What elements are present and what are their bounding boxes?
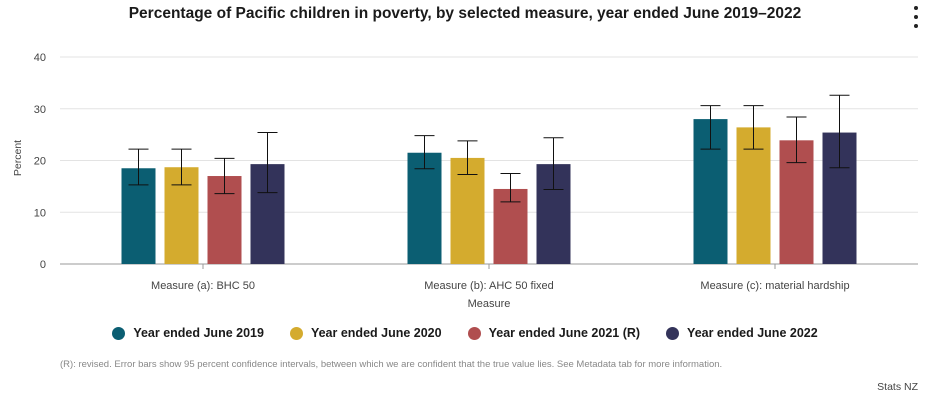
y-tick-label: 20 — [34, 156, 46, 168]
x-tick-label: Measure (a): BHC 50 — [151, 280, 255, 292]
legend-swatch-icon — [289, 326, 303, 340]
menu-dot-icon — [914, 24, 918, 28]
error-bars — [128, 94, 850, 203]
error-bar — [214, 157, 235, 195]
error-bar — [257, 132, 278, 194]
error-bar — [500, 172, 521, 203]
x-tick-label: Measure (b): AHC 50 fixed — [424, 280, 554, 292]
menu-dot-icon — [914, 15, 918, 19]
bar[interactable] — [450, 157, 485, 264]
source-credit: Stats NZ — [877, 381, 918, 393]
bar-chart: 0 10 20 30 40 Measure (a): BHC 50 Measure (b)… — [12, 52, 918, 310]
bars — [121, 119, 857, 264]
legend-swatch-icon — [112, 326, 126, 340]
legend-label: Year ended June 2020 — [310, 326, 442, 340]
error-bar — [457, 140, 478, 175]
legend-item[interactable]: Year ended June 2020 — [289, 326, 442, 340]
legend: Year ended June 2019 Year ended June 2020… — [0, 326, 930, 340]
error-bar — [829, 94, 850, 169]
x-axis-ticks: Measure (a): BHC 50 Measure (b): AHC 50 f… — [151, 264, 850, 292]
chart-title: Percentage of Pacific children in povert… — [128, 5, 802, 22]
legend-label: Year ended June 2019 — [133, 326, 264, 340]
x-tick-label: Measure (c): material hardship — [700, 280, 849, 292]
chart-menu-button[interactable] — [908, 6, 924, 28]
footnote: (R): revised. Error bars show 95 percent… — [60, 359, 723, 370]
error-bar — [786, 116, 807, 164]
y-axis-ticks: 0 10 20 30 40 — [34, 52, 46, 271]
bar[interactable] — [407, 152, 442, 264]
legend-swatch-icon — [467, 326, 481, 340]
y-tick-label: 40 — [34, 52, 46, 64]
error-bar — [128, 148, 149, 186]
error-bar — [171, 148, 192, 186]
y-tick-label: 30 — [34, 104, 46, 116]
legend-label: Year ended June 2022 — [687, 326, 818, 340]
error-bar — [543, 137, 564, 190]
menu-dot-icon — [914, 6, 918, 10]
error-bar — [414, 135, 435, 170]
legend-label: Year ended June 2021 (R) — [488, 326, 641, 340]
y-axis-label: Percent — [12, 140, 24, 176]
legend-item[interactable]: Year ended June 2021 (R) — [467, 326, 641, 340]
legend-swatch-icon — [666, 326, 680, 340]
error-bar — [743, 105, 764, 150]
error-bar — [700, 105, 721, 150]
legend-item[interactable]: Year ended June 2022 — [666, 326, 818, 340]
y-tick-label: 10 — [34, 207, 46, 219]
x-axis-label: Measure — [468, 298, 511, 310]
bar[interactable] — [736, 127, 771, 264]
y-tick-label: 0 — [40, 259, 46, 271]
legend-item[interactable]: Year ended June 2019 — [112, 326, 264, 340]
